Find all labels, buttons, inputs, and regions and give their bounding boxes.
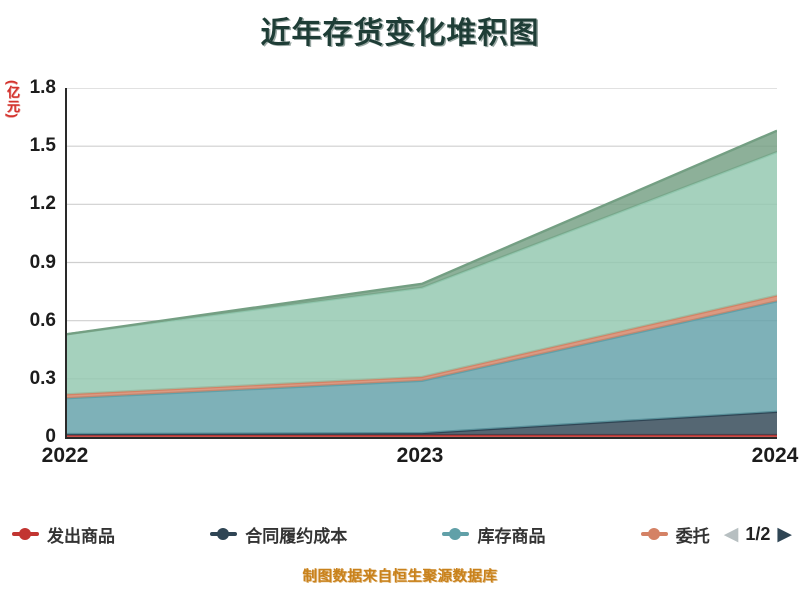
legend-item-label: 库存商品 [477,526,546,546]
y-tick-label: 1.8 [29,77,56,98]
x-tick-label: 2024 [751,444,799,467]
y-axis-unit-label: (亿元) [5,80,20,119]
y-tick-label: 0 [45,426,56,447]
legend-page-indicator: 1/2 [745,523,771,544]
legend-line-dot-icon [12,527,39,541]
legend-item[interactable]: 发出商品 [12,522,115,547]
chart-canvas[interactable] [65,88,777,439]
y-tick-label: 0.3 [29,367,56,389]
legend-line-dot-icon [640,527,668,541]
legend-item[interactable]: 库存商品 [442,522,545,547]
legend-item-label: 发出商品 [47,526,115,546]
data-source-note: 制图数据来自恒生聚源数据库 [302,569,498,585]
legend-items: 发出商品 合同履约成本 库存商品 委托 [12,522,710,547]
legend-item[interactable]: 委托 [640,522,710,547]
legend-item-label: 委托 [675,526,710,546]
stacked-area-plot [67,88,777,437]
x-axis-labels: 2022 2023 2024 [0,444,800,472]
legend: 发出商品 合同履约成本 库存商品 委托 ◀ 1/2 ▶ [12,514,792,554]
y-tick-label: 1.2 [29,193,56,215]
legend-line-dot-icon [210,527,238,541]
legend-item[interactable]: 合同履约成本 [210,522,347,547]
x-tick-label: 2022 [41,444,89,467]
y-tick-label: 0.9 [29,251,56,273]
x-tick-label: 2023 [396,444,444,467]
legend-line-dot-icon [442,527,470,541]
chart-title: 近年存货变化堆积图 [260,17,540,50]
legend-pager: ◀ 1/2 ▶ [724,524,792,545]
legend-next-button[interactable]: ▶ [777,523,792,545]
legend-item-label: 合同履约成本 [245,526,348,546]
y-tick-label: 1.5 [29,135,56,157]
legend-prev-button[interactable]: ◀ [723,523,739,545]
y-tick-label: 0.6 [29,309,56,331]
